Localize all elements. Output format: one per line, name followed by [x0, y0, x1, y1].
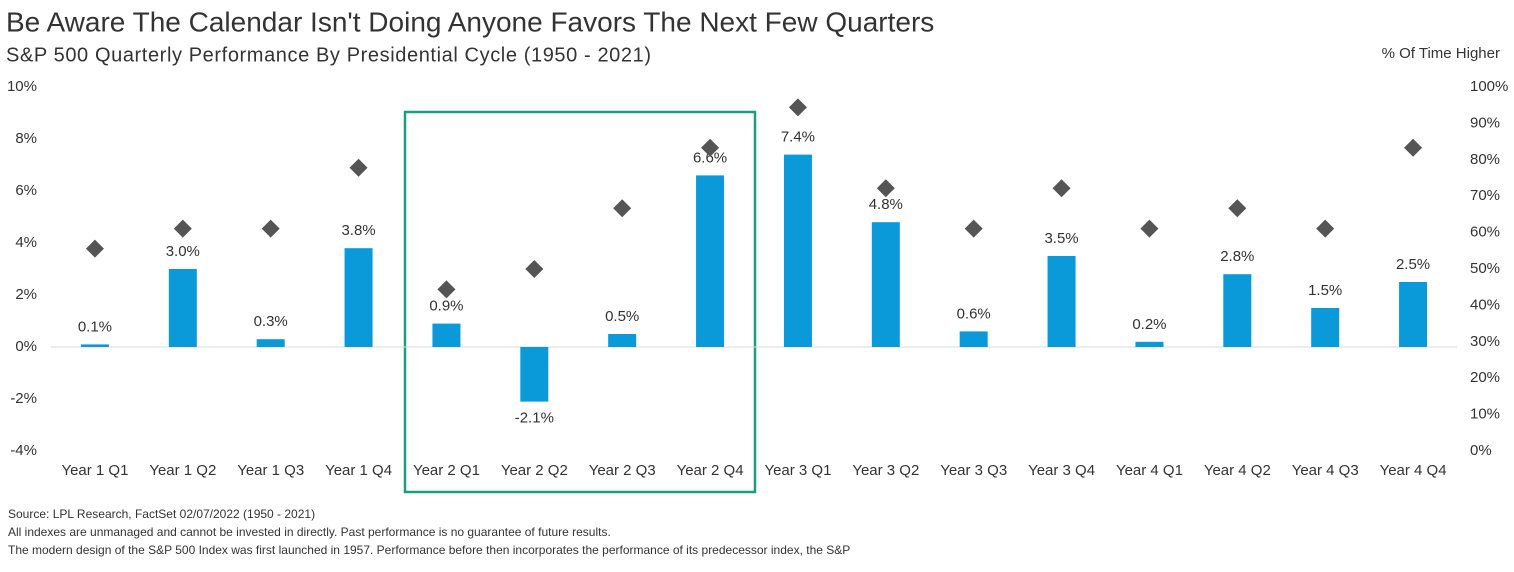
bar: [1047, 256, 1076, 347]
bar: [256, 339, 285, 347]
value-label: -2.1%: [515, 410, 554, 427]
chart-title: Be Aware The Calendar Isn't Doing Anyone…: [6, 6, 934, 37]
x-tick-label: Year 3 Q2: [852, 462, 919, 479]
bar: [696, 175, 725, 347]
x-tick-label: Year 1 Q1: [61, 462, 128, 479]
notes: Source: LPL Research, FactSet 02/07/2022…: [8, 507, 850, 557]
x-tick-label: Year 1 Q4: [325, 462, 392, 479]
value-label: 0.5%: [605, 308, 639, 325]
x-tick-label: Year 4 Q1: [1116, 462, 1183, 479]
value-label: 0.3%: [254, 313, 288, 330]
y2-tick-label: 100%: [1470, 78, 1508, 95]
bar: [168, 269, 197, 347]
value-label: 2.5%: [1396, 256, 1430, 273]
y2-axis-label: % Of Time Higher: [1382, 45, 1500, 62]
diamond-marker: [1052, 179, 1071, 198]
diamond-marker: [173, 219, 192, 238]
x-tick-label: Year 3 Q4: [1028, 462, 1095, 479]
diamond-marker: [788, 98, 807, 117]
diamond-marker: [85, 239, 104, 258]
diamond-marker: [525, 260, 544, 278]
value-label: 3.0%: [166, 243, 200, 260]
x-tick-label: Year 4 Q3: [1292, 462, 1359, 479]
diamond-marker: [1228, 199, 1247, 218]
value-label: 3.8%: [341, 222, 375, 239]
bar: [783, 154, 812, 347]
diamond-marker: [964, 219, 983, 238]
bar: [1399, 282, 1428, 347]
y-tick-label: 6%: [15, 182, 37, 199]
note: All indexes are unmanaged and cannot be …: [8, 525, 611, 539]
y2-tick-label: 70%: [1470, 187, 1500, 204]
diamond-marker: [261, 219, 280, 238]
value-label: 0.1%: [78, 318, 112, 335]
value-label: 3.5%: [1044, 230, 1078, 247]
bar: [608, 334, 637, 347]
y-tick-label: 2%: [15, 286, 37, 303]
x-tick-label: Year 3 Q1: [764, 462, 831, 479]
diamond-marker: [1404, 138, 1423, 157]
diamond-marker: [876, 179, 895, 198]
bar: [871, 222, 900, 347]
bar: [1223, 274, 1252, 347]
value-label: 4.8%: [869, 196, 903, 213]
x-tick-label: Year 1 Q3: [237, 462, 304, 479]
value-label: 1.5%: [1308, 282, 1342, 299]
value-label: 2.8%: [1220, 248, 1254, 265]
note: The modern design of the S&P 500 Index w…: [8, 543, 850, 557]
value-label: 0.6%: [957, 305, 991, 322]
y2-tick-label: 20%: [1470, 369, 1500, 386]
bar: [80, 344, 109, 347]
y2-tick-label: 40%: [1470, 296, 1500, 313]
x-tick-label: Year 3 Q3: [940, 462, 1007, 479]
value-label: 7.4%: [781, 129, 815, 146]
diamond-marker: [437, 280, 456, 299]
y-tick-label: 0%: [15, 338, 37, 355]
chart-subtitle: S&P 500 Quarterly Performance By Preside…: [6, 44, 652, 66]
diamond-marker: [349, 158, 368, 177]
x-tick-label: Year 2 Q4: [677, 462, 744, 479]
diamond-marker: [613, 199, 632, 218]
y2-tick-label: 50%: [1470, 260, 1500, 277]
x-tick-label: Year 4 Q2: [1204, 462, 1271, 479]
x-tick-label: Year 2 Q2: [501, 462, 568, 479]
bar: [520, 347, 549, 402]
x-tick-label: Year 4 Q4: [1380, 462, 1447, 479]
value-label: 0.2%: [1132, 316, 1166, 333]
x-tick-label: Year 1 Q2: [149, 462, 216, 479]
y2-tick-label: 10%: [1470, 406, 1500, 423]
y2-tick-label: 0%: [1470, 442, 1492, 459]
x-tick-label: Year 2 Q3: [589, 462, 656, 479]
value-label: 0.9%: [429, 298, 463, 315]
bar: [959, 331, 988, 347]
y2-tick-label: 80%: [1470, 151, 1500, 168]
y2-tick-label: 60%: [1470, 224, 1500, 241]
diamond-marker: [1140, 219, 1159, 238]
y-tick-label: 4%: [15, 234, 37, 251]
y-tick-label: 10%: [7, 78, 37, 95]
diamond-marker: [701, 138, 720, 157]
y-tick-label: -2%: [10, 390, 37, 407]
bar: [344, 248, 373, 347]
note: Source: LPL Research, FactSet 02/07/2022…: [8, 507, 315, 521]
y-tick-label: -4%: [10, 442, 37, 459]
x-tick-label: Year 2 Q1: [413, 462, 480, 479]
bar: [1311, 308, 1340, 347]
bar: [1135, 341, 1164, 347]
y-tick-label: 8%: [15, 130, 37, 147]
value-label: 6.6%: [693, 149, 727, 166]
bar: [432, 323, 461, 347]
diamond-marker: [1316, 219, 1335, 238]
y2-tick-label: 90%: [1470, 114, 1500, 131]
highlight-box: [403, 110, 757, 494]
y2-tick-label: 30%: [1470, 333, 1500, 350]
